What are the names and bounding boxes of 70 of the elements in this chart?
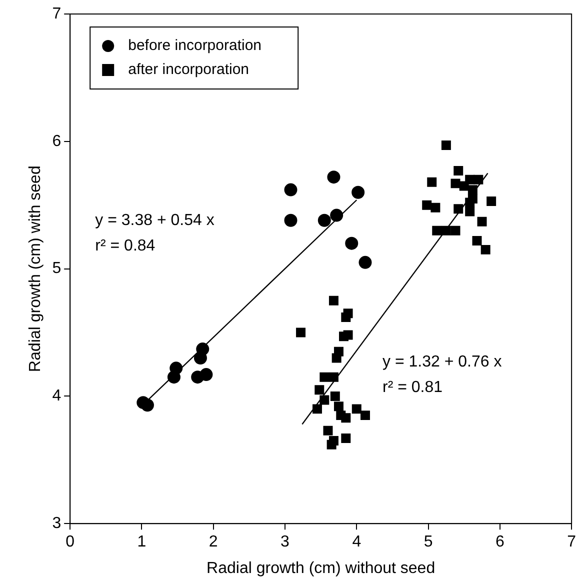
point xyxy=(332,353,342,363)
point xyxy=(200,368,213,382)
point xyxy=(330,391,340,401)
point xyxy=(330,208,344,222)
point xyxy=(170,362,183,375)
point xyxy=(360,410,370,420)
point xyxy=(441,226,451,236)
legend-label: before incorporation xyxy=(128,37,262,54)
annotation: r² = 0.81 xyxy=(382,378,443,396)
point xyxy=(480,244,490,254)
point xyxy=(196,342,210,356)
point xyxy=(334,402,344,412)
point xyxy=(472,236,482,246)
point xyxy=(468,194,478,204)
point xyxy=(422,200,432,210)
point xyxy=(427,177,437,187)
x-tick-label: 2 xyxy=(208,534,218,551)
x-tick-label: 1 xyxy=(137,534,146,551)
point xyxy=(318,214,331,227)
point xyxy=(477,216,487,226)
y-tick-label: 5 xyxy=(52,260,62,278)
point xyxy=(327,170,340,184)
point xyxy=(486,196,496,206)
y-tick-label: 4 xyxy=(52,388,62,405)
point xyxy=(323,426,333,436)
point xyxy=(450,178,460,188)
point xyxy=(312,404,322,414)
point xyxy=(450,226,460,236)
point xyxy=(352,186,365,199)
point xyxy=(441,140,451,150)
point xyxy=(358,256,372,269)
point xyxy=(320,372,330,382)
point xyxy=(284,183,298,196)
point xyxy=(328,436,338,446)
x-tick-label: 7 xyxy=(567,534,576,551)
x-tick-label: 6 xyxy=(495,534,504,551)
point xyxy=(341,413,351,423)
point xyxy=(341,434,351,443)
annotation: y = 3.38 + 0.54 x xyxy=(95,212,214,229)
y-tick-label: 6 xyxy=(52,132,62,150)
point xyxy=(465,174,475,184)
x-tick-label: 4 xyxy=(352,534,362,551)
point xyxy=(284,214,298,227)
point xyxy=(296,328,306,338)
x-tick-label: 3 xyxy=(280,534,290,551)
annotation: y = 1.32 + 0.76 x xyxy=(382,353,502,370)
point xyxy=(454,204,464,214)
point xyxy=(345,236,358,250)
point xyxy=(343,308,353,318)
point xyxy=(432,226,442,236)
y-axis-title: Radial growth (cm) with seed xyxy=(27,166,44,372)
point xyxy=(468,185,478,195)
y-tick-label: 3 xyxy=(52,515,62,532)
point xyxy=(454,166,464,176)
x-tick-label: 5 xyxy=(424,534,433,551)
annotation: r² = 0.84 xyxy=(95,237,156,254)
point xyxy=(465,206,475,216)
x-axis-title: Radial growth (cm) without seed xyxy=(206,560,436,577)
point xyxy=(343,330,353,340)
legend-label: after incorporation xyxy=(128,61,250,78)
x-tick-label: 0 xyxy=(66,534,75,551)
point xyxy=(328,296,338,306)
point xyxy=(320,395,330,405)
point xyxy=(430,202,440,212)
point xyxy=(352,404,362,414)
y-tick-label: 7 xyxy=(52,5,62,22)
point xyxy=(140,398,154,412)
point xyxy=(328,372,338,382)
point xyxy=(474,174,484,184)
point xyxy=(314,385,324,395)
